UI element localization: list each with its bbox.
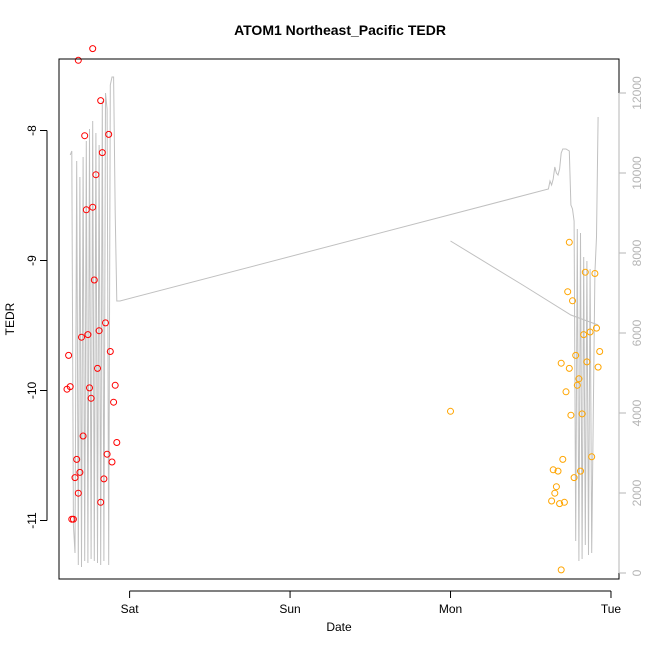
data-point (95, 327, 103, 335)
data-point (102, 319, 109, 327)
data-point (586, 328, 594, 336)
data-point (578, 410, 586, 418)
data-point (554, 467, 562, 475)
y-tick-label: -9 (25, 255, 39, 266)
x-tick-label: Sat (121, 602, 140, 616)
data-point (447, 407, 454, 415)
x-tick-label: Tue (601, 602, 622, 616)
y-axis-right: 0 2000 4000 6000 8000 10000 12000 (618, 76, 644, 576)
data-point (557, 566, 565, 574)
data-point (105, 130, 113, 138)
data-point (65, 351, 73, 359)
data-point (82, 206, 90, 214)
data-point (567, 411, 575, 419)
y2-tick-label: 6000 (630, 319, 644, 346)
data-point (92, 171, 100, 179)
data-point (570, 474, 578, 482)
chart-title: ATOM1 Northeast_Pacific TEDR (234, 22, 446, 38)
data-point (106, 348, 114, 355)
y2-tick-label: 8000 (630, 239, 644, 266)
y-tick-label: -8 (25, 125, 39, 136)
data-point (97, 498, 105, 506)
data-point (562, 388, 570, 396)
data-point (84, 331, 92, 339)
data-point (90, 276, 98, 284)
data-point (94, 364, 101, 372)
plot-area (63, 45, 604, 574)
data-point (591, 270, 599, 277)
data-point (572, 351, 580, 359)
y-tick-label: -10 (25, 382, 39, 400)
data-point (81, 132, 89, 140)
data-point (548, 497, 556, 505)
y2-tick-label: 12000 (630, 76, 644, 110)
data-point (551, 489, 559, 497)
x-axis: Sat Sun Mon Tue (121, 590, 622, 616)
data-point (565, 238, 573, 246)
x-axis-label: Date (326, 620, 352, 634)
x-tick-label: Mon (439, 602, 462, 616)
data-point (89, 203, 97, 211)
data-point (588, 453, 596, 461)
data-point (549, 466, 557, 474)
data-point (569, 297, 576, 305)
data-point (78, 333, 85, 341)
data-point (560, 498, 568, 506)
data-point (593, 324, 600, 332)
altitude-line-segment (69, 76, 599, 568)
data-point (87, 394, 95, 402)
data-point (100, 475, 108, 483)
data-point (79, 432, 87, 440)
data-point (103, 450, 111, 458)
data-point (552, 483, 560, 491)
y-axis-left: -8 -9 -10 -11 (25, 125, 48, 529)
y2-tick-label: 10000 (630, 156, 644, 190)
data-point (559, 455, 567, 463)
data-point (113, 439, 121, 446)
data-point (565, 364, 573, 372)
y2-tick-label: 2000 (630, 479, 644, 506)
data-point (74, 56, 82, 64)
y2-tick-label: 4000 (630, 399, 644, 426)
data-point (73, 455, 81, 463)
data-point (110, 398, 118, 406)
data-point (581, 268, 589, 276)
data-point (596, 348, 604, 355)
data-point (577, 467, 584, 475)
data-point (69, 515, 77, 523)
data-point (86, 384, 93, 392)
data-point (575, 375, 583, 383)
data-point (111, 381, 119, 389)
data-point (76, 468, 84, 476)
data-point (557, 359, 565, 367)
data-point (108, 458, 116, 466)
y2-tick-label: 0 (630, 569, 644, 576)
data-point (89, 45, 97, 53)
data-point (583, 358, 591, 366)
data-point (580, 331, 588, 339)
y-tick-label: -11 (25, 512, 39, 529)
plot-border (58, 58, 620, 580)
data-point (74, 489, 82, 497)
data-point (564, 288, 572, 296)
data-point (556, 500, 564, 508)
x-tick-label: Sun (279, 602, 300, 616)
data-point (71, 474, 79, 482)
y-axis-label: TEDR (3, 302, 17, 335)
data-point (97, 97, 105, 105)
data-point (98, 149, 106, 157)
data-point (594, 363, 602, 371)
data-point (63, 385, 71, 393)
altitude-line-segment (450, 240, 599, 326)
data-point (573, 381, 581, 389)
